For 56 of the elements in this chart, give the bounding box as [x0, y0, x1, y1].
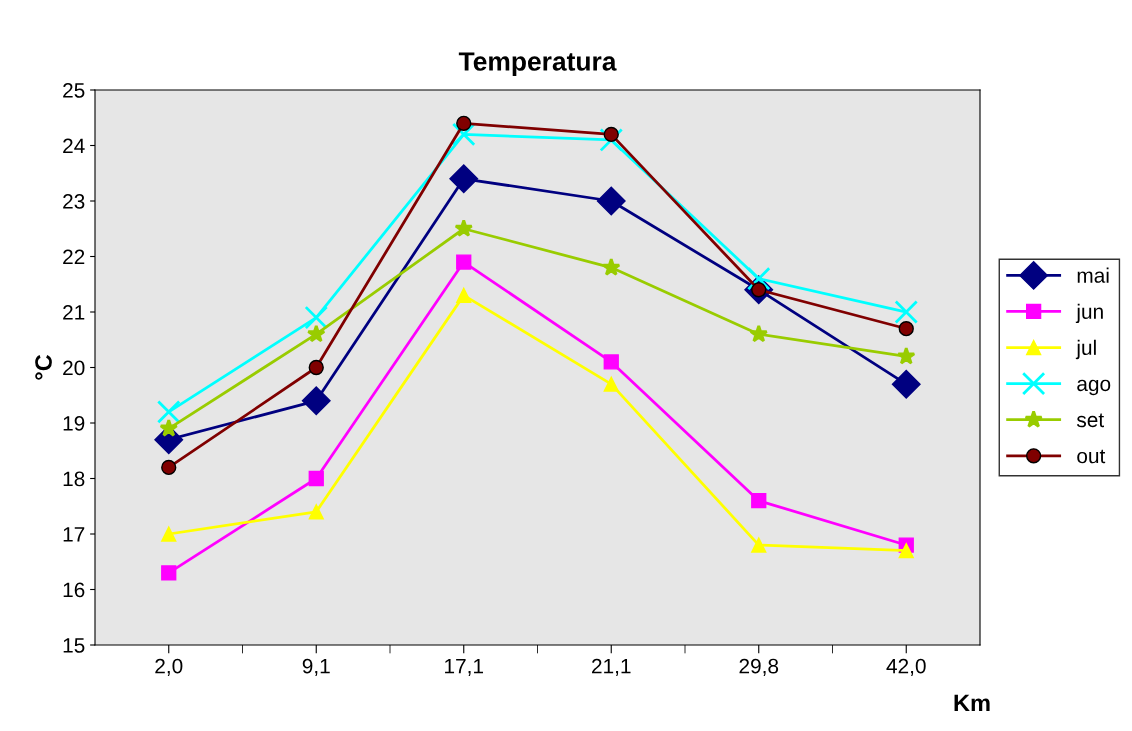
x-tick-label: 21,1 [592, 658, 631, 676]
point [304, 305, 329, 330]
point [751, 537, 767, 553]
y-tick-label: 20 [63, 360, 85, 376]
point [898, 321, 914, 337]
x-tick-label: 29,8 [739, 658, 779, 676]
point [308, 504, 324, 520]
y-tick-label: 22 [63, 249, 85, 265]
x-axis-title: Km [954, 694, 990, 712]
point [308, 470, 324, 487]
y-axis-title: °C [35, 354, 52, 380]
y-tick-label: 17 [63, 527, 85, 542]
point [894, 300, 919, 324]
point [306, 324, 326, 343]
y-tick-label: 15 [63, 638, 85, 653]
point [596, 186, 626, 216]
point [456, 115, 472, 131]
y-tick-label: 21 [63, 305, 85, 320]
y-tick-label: 25 [63, 83, 85, 98]
point [456, 254, 472, 270]
point [603, 354, 619, 370]
point [301, 386, 331, 416]
legend-label: out [1077, 449, 1106, 464]
point [161, 565, 177, 581]
point [603, 376, 619, 392]
point [161, 526, 177, 542]
legend-label: mai [1077, 267, 1109, 283]
point [891, 369, 921, 399]
x-tick-label: 9,1 [302, 658, 330, 676]
point [603, 126, 619, 143]
legend-label: set [1076, 413, 1104, 428]
y-tick-label: 16 [63, 582, 85, 598]
point [454, 219, 474, 237]
point [161, 459, 177, 476]
y-tick-label: 19 [63, 416, 85, 431]
y-tick-label: 18 [63, 471, 85, 487]
legend-label: jul [1075, 339, 1096, 360]
y-tick-label: 24 [63, 138, 85, 154]
point [308, 359, 324, 376]
point [451, 122, 476, 147]
point [896, 346, 916, 365]
x-tick-label: 2,0 [155, 658, 183, 676]
point [156, 400, 181, 424]
point [449, 164, 479, 194]
x-tick-label: 17,1 [445, 658, 484, 676]
legend-label: ago [1077, 379, 1111, 396]
point [159, 418, 179, 437]
chart-title: Temperatura [458, 52, 617, 77]
point [898, 543, 914, 559]
point [751, 493, 767, 509]
point [749, 324, 769, 343]
point [601, 257, 621, 276]
point [456, 287, 472, 303]
x-tick-label: 42,0 [886, 658, 926, 676]
legend-label: jun [1075, 303, 1103, 324]
y-tick-label: 23 [63, 194, 85, 209]
